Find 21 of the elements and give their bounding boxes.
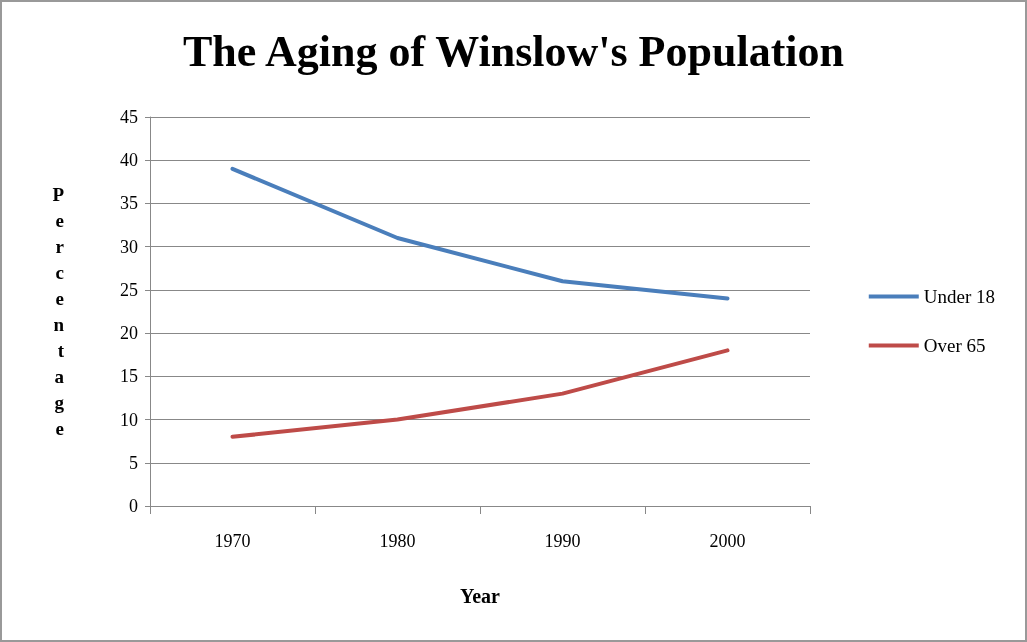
y-tick-label: 15	[120, 366, 138, 387]
y-tick-label: 35	[120, 193, 138, 214]
y-tick-label: 5	[129, 452, 138, 473]
y-tick-label: 45	[120, 107, 138, 127]
x-tick-label: 1980	[379, 531, 416, 551]
x-tick-label: 1990	[544, 531, 581, 551]
y-tick-label: 30	[120, 236, 138, 257]
line-series	[230, 348, 730, 439]
x-tick-label: 1970	[214, 531, 251, 551]
y-tick-label: 20	[120, 323, 138, 344]
x-axis-title: Year	[460, 585, 501, 607]
y-tick-label: 10	[120, 409, 138, 430]
text: Percentage	[52, 184, 64, 439]
legend-label: Under 18	[923, 286, 995, 307]
y-tick-label: 40	[120, 150, 138, 171]
x-tick-label: 2000	[709, 531, 746, 551]
legend-label: Over 65	[923, 335, 986, 356]
y-tick-label: 25	[120, 279, 138, 300]
line-series	[230, 166, 730, 301]
chart-title: The Aging of Winslow's Population	[182, 26, 845, 76]
y-tick-label: 0	[129, 496, 138, 516]
